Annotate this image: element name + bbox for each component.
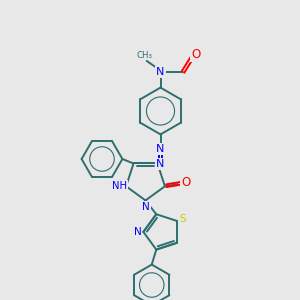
Text: N: N [156,67,165,77]
Text: O: O [191,48,200,61]
Text: O: O [181,176,190,189]
Text: N: N [156,159,165,169]
Text: N: N [156,144,165,154]
Text: S: S [180,214,186,224]
Text: N: N [142,202,150,212]
Text: NH: NH [112,181,127,191]
Text: CH₃: CH₃ [136,51,152,60]
Text: N: N [134,227,141,237]
